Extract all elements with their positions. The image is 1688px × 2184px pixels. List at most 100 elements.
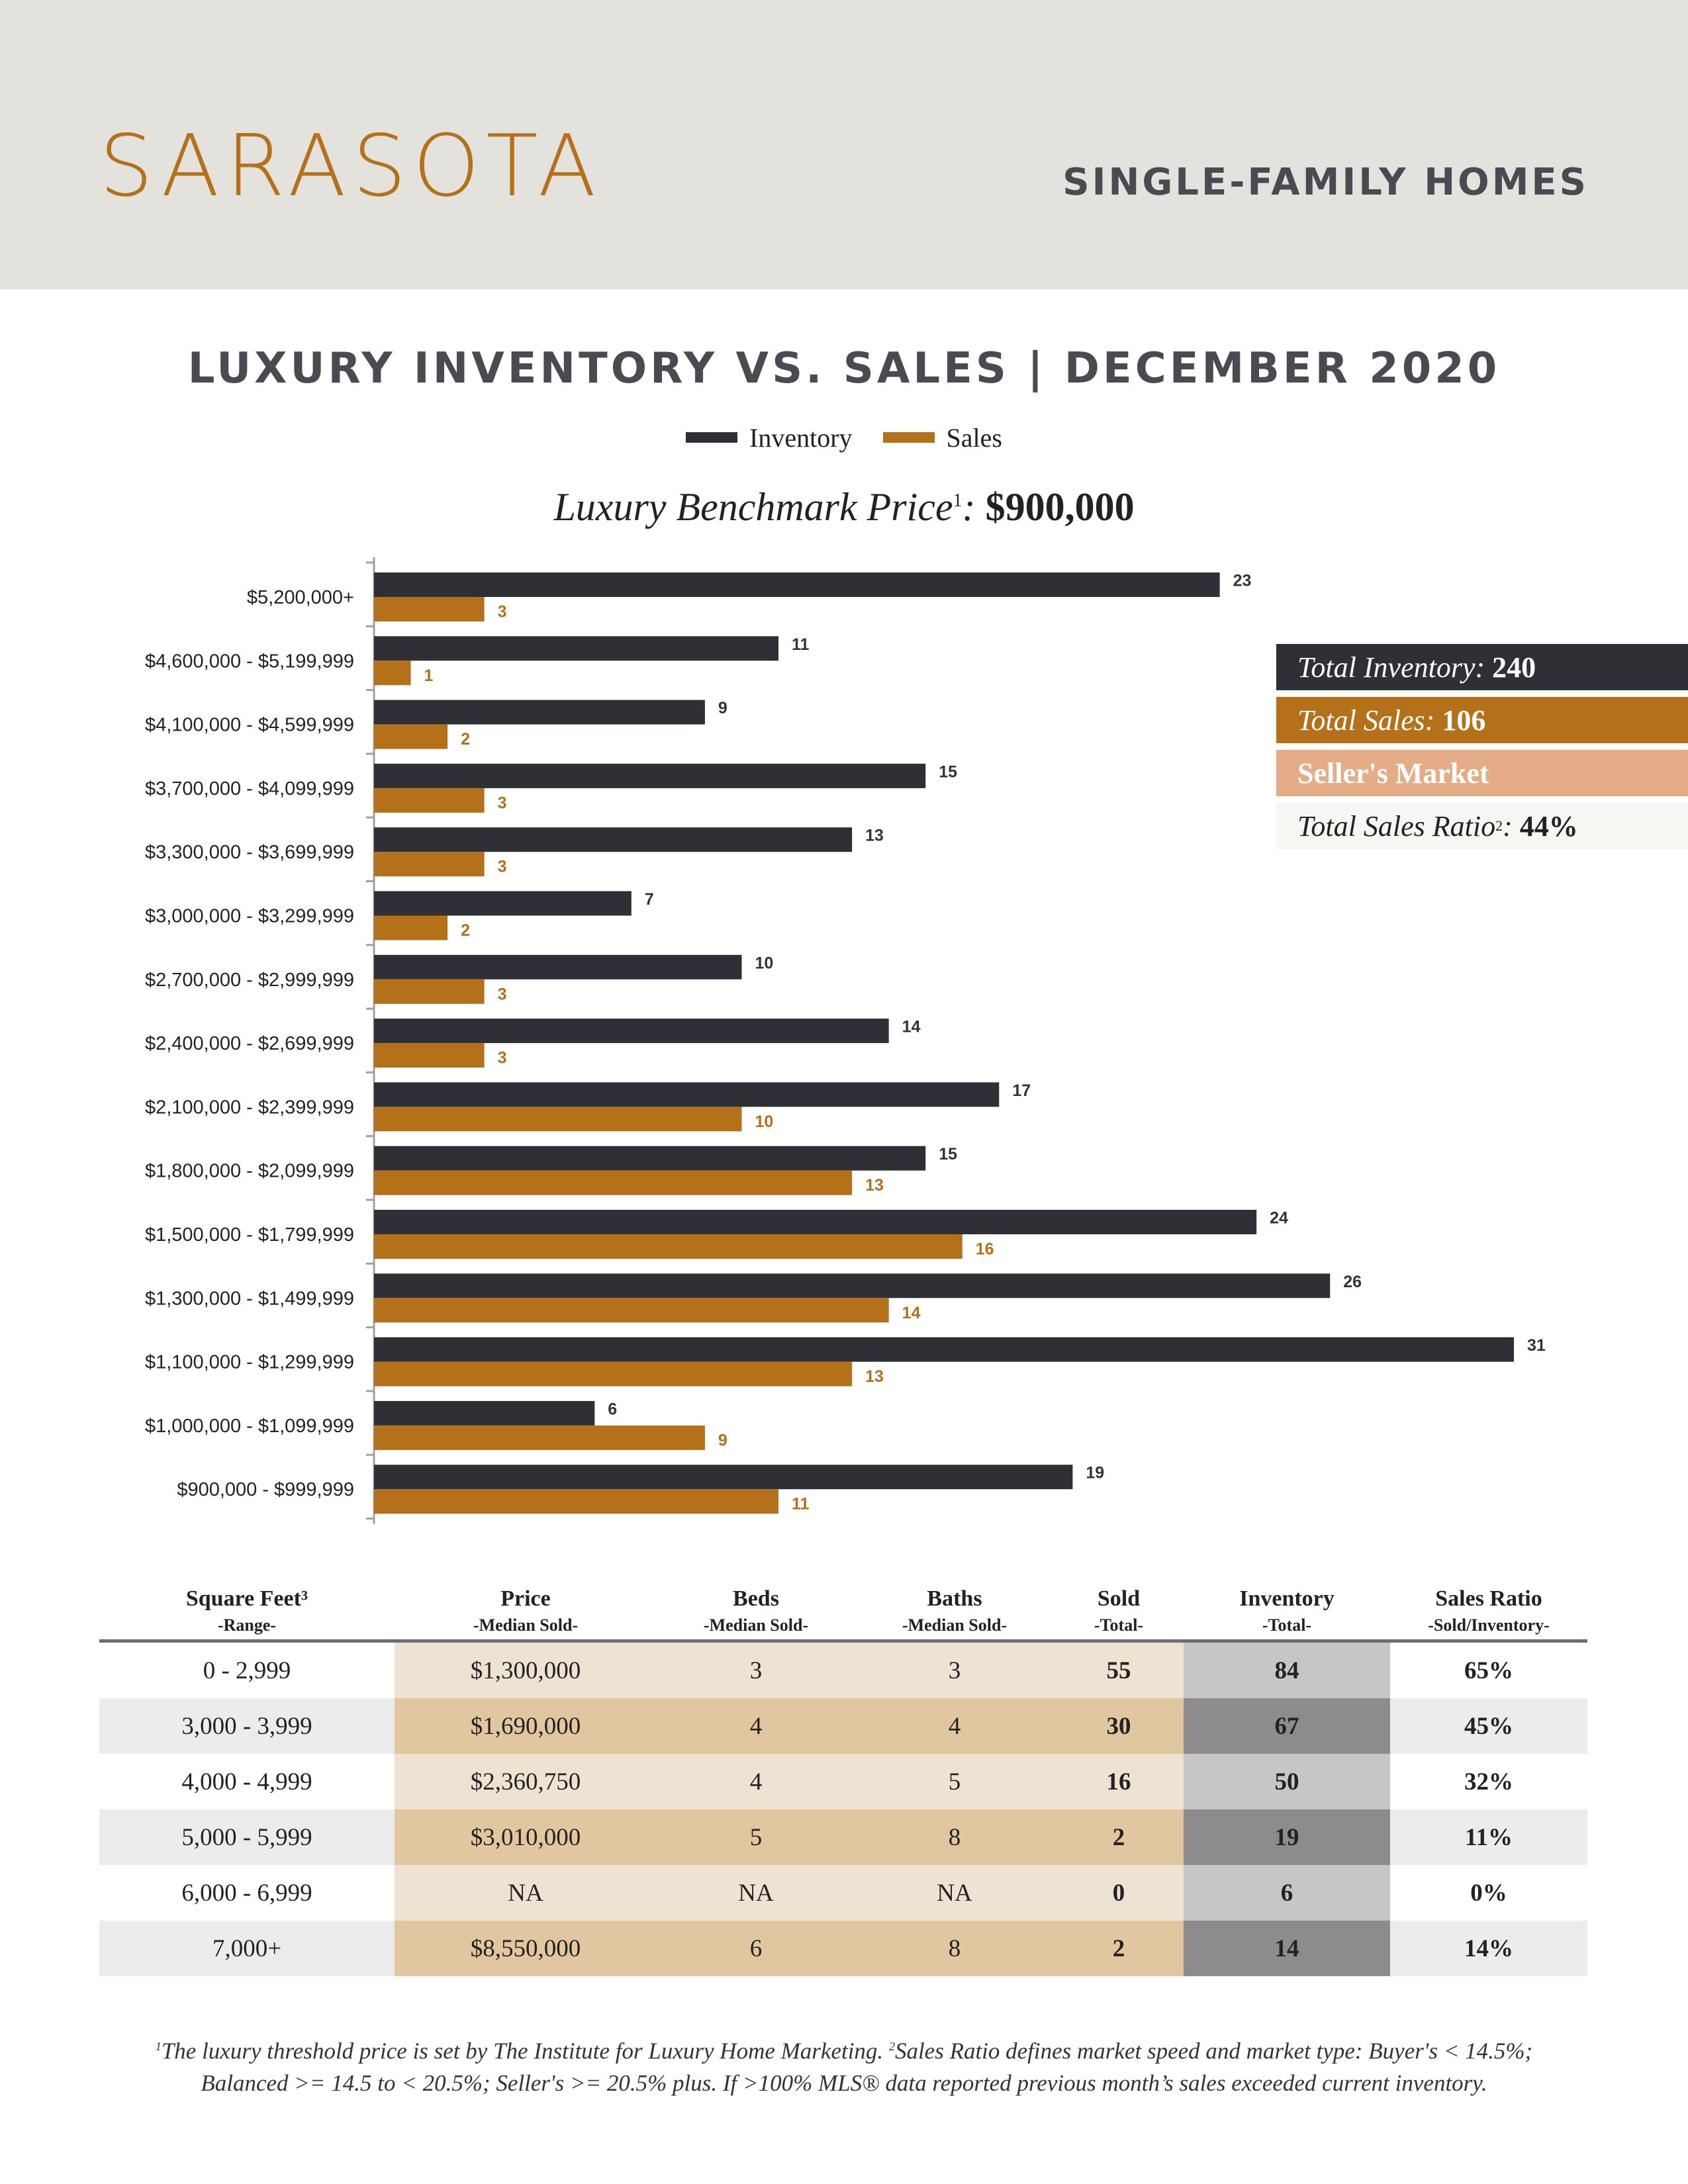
table-row: 6,000 - 6,999 NA NA NA 0 6 0% (99, 1865, 1587, 1921)
cell-square-feet: 0 - 2,999 (99, 1641, 395, 1698)
inventory-value-label: 13 (865, 827, 884, 845)
inventory-bar (374, 1019, 889, 1044)
category-label: $1,500,000 - $1,799,999 (145, 1224, 354, 1246)
sales-value-label: 13 (865, 1367, 884, 1386)
sales-value-label: 3 (498, 985, 507, 1003)
category-label: $1,300,000 - $1,499,999 (145, 1288, 354, 1309)
sales-bar (374, 1170, 853, 1195)
cell-sales-ratio: 11% (1390, 1809, 1587, 1865)
inventory-value-label: 7 (645, 890, 654, 909)
cell-sales-ratio: 65% (1390, 1641, 1587, 1698)
sales-value-label: 3 (498, 858, 507, 876)
cell-sales-ratio: 14% (1390, 1921, 1587, 1976)
sales-bar (374, 1489, 779, 1514)
inventory-value-label: 11 (792, 635, 810, 654)
cell-inventory: 19 (1184, 1809, 1390, 1865)
total-sales-value: 106 (1442, 704, 1486, 737)
header-inventory: Inventory (1239, 1586, 1335, 1611)
cell-square-feet: 5,000 - 5,999 (99, 1809, 395, 1865)
category-label: $3,000,000 - $3,299,999 (145, 906, 354, 927)
inventory-bar (374, 572, 1220, 597)
sales-value-label: 2 (461, 921, 470, 940)
cell-sales-ratio: 45% (1390, 1698, 1587, 1754)
cell-sales-ratio: 32% (1390, 1754, 1587, 1809)
benchmark-label: Luxury Benchmark Price (553, 485, 953, 529)
inventory-value-label: 26 (1343, 1273, 1362, 1291)
sales-bar (374, 724, 448, 749)
total-inventory-value: 240 (1492, 651, 1536, 684)
sales-bar (374, 1361, 853, 1387)
cell-inventory: 50 (1184, 1754, 1390, 1809)
inventory-value-label: 23 (1233, 572, 1252, 590)
sales-bar (374, 915, 448, 940)
sales-value-label: 3 (498, 603, 507, 621)
header-band: SARASOTA SINGLE-FAMILY HOMES (0, 0, 1688, 289)
total-inventory-label: Total Inventory: (1297, 651, 1485, 684)
subheader-sales-ratio: -Sold/Inventory- (1390, 1612, 1587, 1643)
chart-title: LUXURY INVENTORY VS. SALES | DECEMBER 20… (187, 344, 1501, 393)
header-price: Price (500, 1586, 551, 1611)
total-sales-label: Total Sales: (1297, 704, 1435, 737)
category-label: $2,700,000 - $2,999,999 (145, 970, 354, 991)
inventory-bar (374, 1400, 595, 1426)
legend-item-inventory: Inventory (686, 422, 853, 453)
category-label: $2,400,000 - $2,699,999 (145, 1033, 354, 1054)
cell-baths: 4 (855, 1698, 1054, 1754)
sales-ratio-label: Total Sales Ratio (1297, 809, 1496, 842)
sales-bar (374, 979, 485, 1004)
inventory-value-label: 10 (755, 954, 773, 972)
market-type-box: Seller's Market (1276, 750, 1688, 796)
sales-bar (374, 1425, 705, 1450)
inventory-bar (374, 954, 742, 979)
subheader-sold: -Total- (1054, 1612, 1184, 1643)
benchmark-price: Luxury Benchmark Price1: $900,000 (553, 485, 1135, 529)
category-label: $5,200,000+ (247, 587, 354, 608)
legend-swatch-inventory (686, 432, 738, 443)
cell-square-feet: 4,000 - 4,999 (99, 1754, 395, 1809)
cell-square-feet: 6,000 - 6,999 (99, 1865, 395, 1921)
subheader-inventory: -Total- (1184, 1612, 1390, 1643)
sales-bar (374, 1298, 889, 1323)
cell-baths: NA (855, 1865, 1054, 1921)
inventory-bar (374, 636, 779, 661)
cell-price: $1,690,000 (395, 1698, 657, 1754)
inventory-bar (374, 827, 853, 852)
cell-square-feet: 7,000+ (99, 1921, 395, 1976)
inventory-value-label: 15 (939, 762, 957, 781)
inventory-value-label: 19 (1086, 1464, 1104, 1482)
cell-price: $8,550,000 (395, 1921, 657, 1976)
inventory-value-label: 31 (1527, 1336, 1546, 1355)
city-name: SARASOTA (99, 117, 603, 216)
sales-value-label: 9 (718, 1431, 727, 1449)
inventory-bar (374, 1465, 1073, 1490)
subheader-square-feet: -Range- (99, 1612, 395, 1643)
header-baths: Baths (927, 1586, 982, 1611)
category-label: $1,800,000 - $2,099,999 (145, 1161, 354, 1182)
inventory-bar (374, 1082, 1000, 1107)
table-row: 4,000 - 4,999 $2,360,750 4 5 16 50 32% (99, 1754, 1587, 1809)
table-row: 5,000 - 5,999 $3,010,000 5 8 2 19 11% (99, 1809, 1587, 1865)
header-beds: Beds (733, 1586, 779, 1611)
sales-bar (374, 852, 485, 877)
cell-price: $2,360,750 (395, 1754, 657, 1809)
sales-value-label: 1 (424, 666, 434, 685)
category-label: $3,700,000 - $4,099,999 (145, 778, 354, 799)
inventory-value-label: 17 (1012, 1081, 1031, 1100)
sales-value-label: 13 (865, 1176, 884, 1195)
cell-inventory: 6 (1184, 1865, 1390, 1921)
legend-label-sales: Sales (946, 422, 1002, 453)
sales-value-label: 16 (976, 1240, 994, 1259)
inventory-value-label: 14 (902, 1018, 921, 1036)
cell-square-feet: 3,000 - 3,999 (99, 1698, 395, 1754)
category-label: $900,000 - $999,999 (177, 1479, 354, 1500)
sales-value-label: 14 (902, 1304, 921, 1322)
inventory-value-label: 6 (608, 1400, 617, 1418)
sales-value-label: 3 (498, 1049, 507, 1068)
cell-inventory: 84 (1184, 1641, 1390, 1698)
sales-bar (374, 1234, 962, 1259)
legend-item-sales: Sales (882, 422, 1002, 453)
cell-beds: 6 (657, 1921, 855, 1976)
cell-price: $3,010,000 (395, 1809, 657, 1865)
cell-sold: 2 (1054, 1921, 1184, 1976)
cell-sold: 0 (1054, 1865, 1184, 1921)
